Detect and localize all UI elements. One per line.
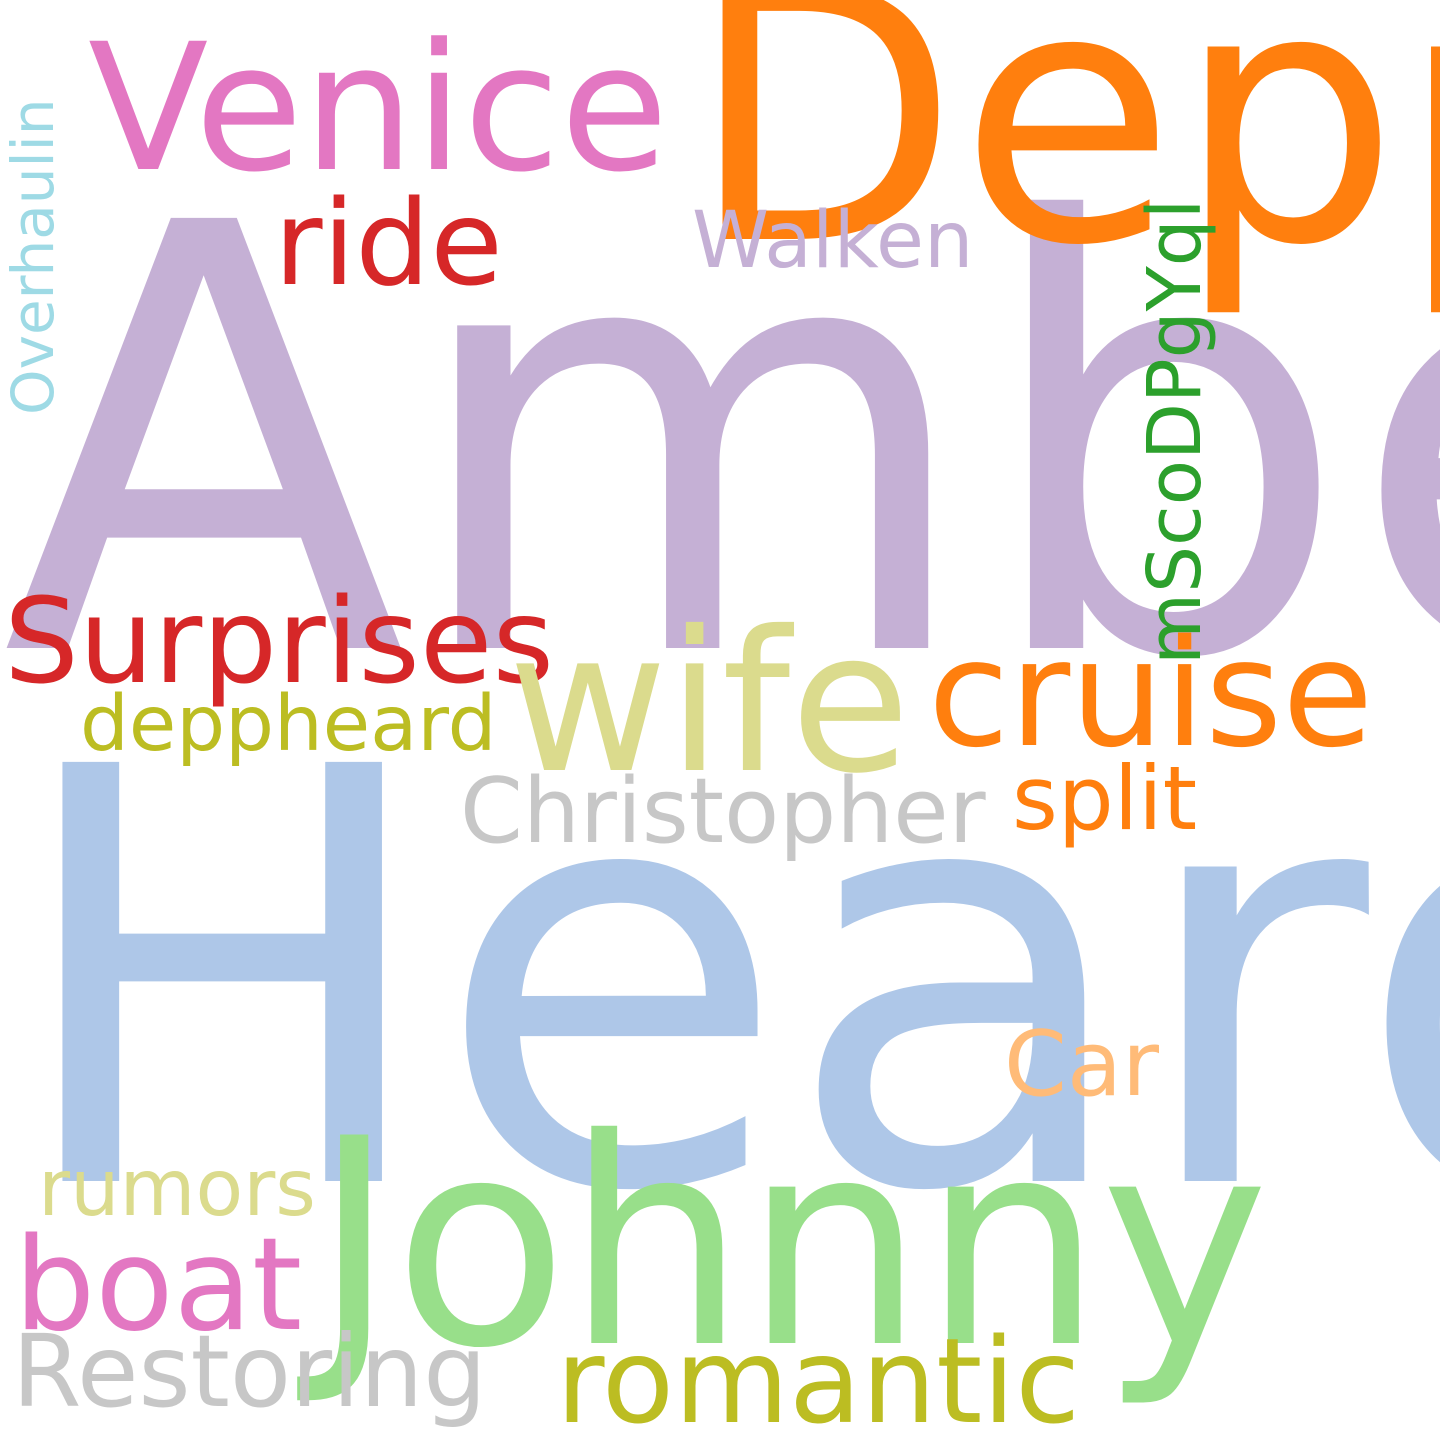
word-ride: ride bbox=[274, 174, 503, 312]
word-car: Car bbox=[1004, 1012, 1159, 1117]
word-split: split bbox=[1012, 747, 1198, 850]
word-code: mScoDPgYql bbox=[1132, 198, 1218, 665]
word-cruise: cruise bbox=[928, 608, 1374, 780]
word-boat: boat bbox=[14, 1211, 303, 1360]
word-wife: wife bbox=[508, 589, 911, 816]
word-christopher: Christopher bbox=[460, 759, 986, 864]
word-surprises: Surprises bbox=[4, 572, 554, 710]
word-depp: Depp bbox=[688, 0, 1440, 323]
word-amber: Amber bbox=[2, 101, 1440, 788]
word-heard: Heard bbox=[6, 647, 1440, 1317]
word-overhaulin: Overhaulin bbox=[0, 98, 67, 415]
word-venice: Venice bbox=[88, 6, 669, 211]
word-romantic: romantic bbox=[556, 1312, 1081, 1440]
word-johnny: Johnny bbox=[312, 1079, 1269, 1411]
word-restoring: Restoring bbox=[12, 1313, 487, 1430]
word-deppheard: deppheard bbox=[80, 680, 497, 769]
word-rumors: rumors bbox=[38, 1144, 316, 1234]
word-walken: Walken bbox=[692, 196, 974, 286]
